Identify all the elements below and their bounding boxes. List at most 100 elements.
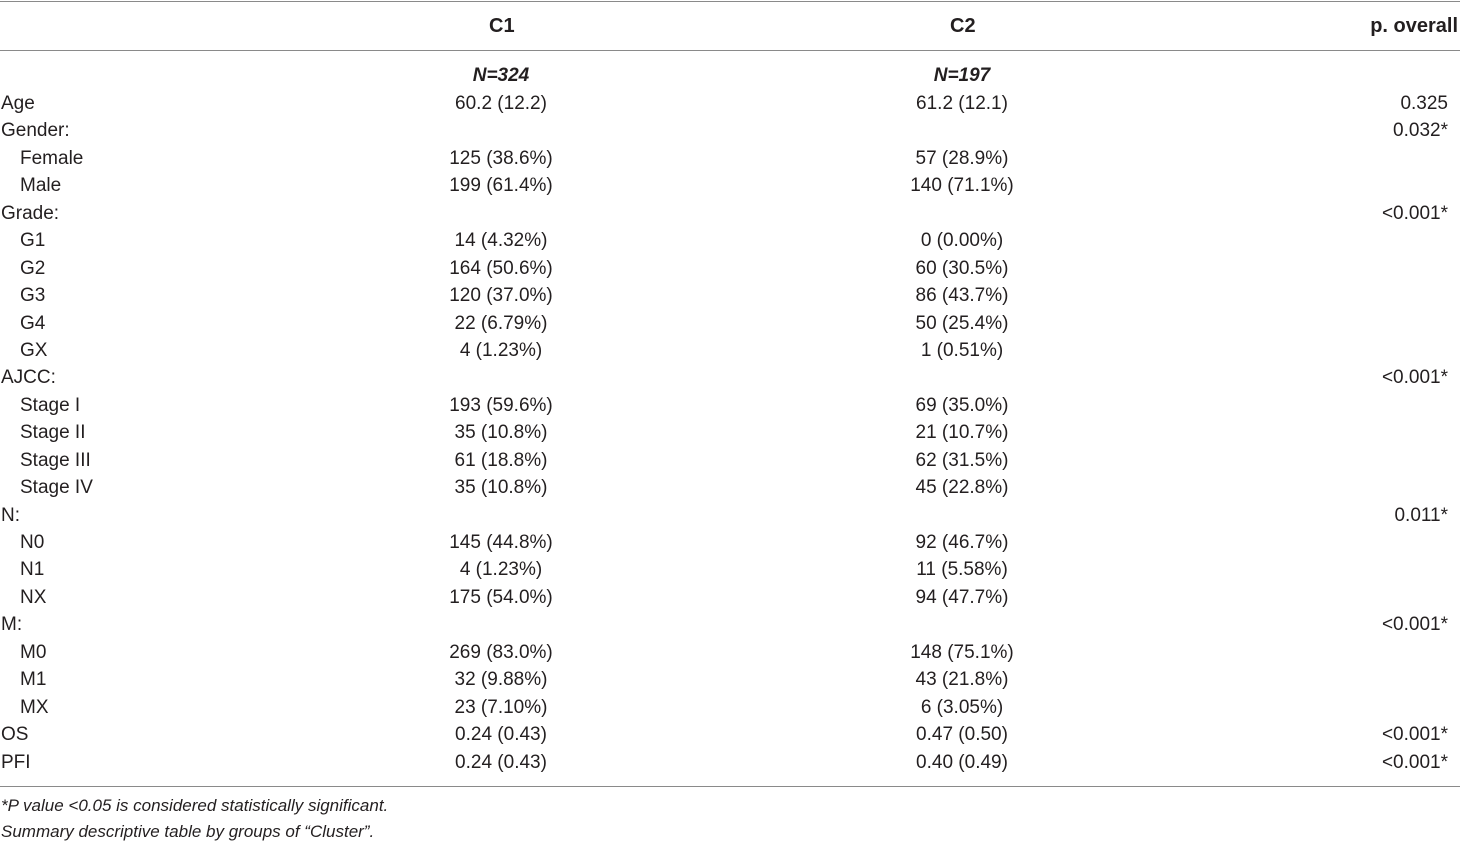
row-label: Age [1, 93, 35, 114]
c1-value: 35 (10.8%) [454, 477, 548, 499]
c1-value: 193 (59.6%) [449, 394, 553, 416]
c1-value: 23 (7.10%) [454, 696, 548, 718]
row-label: MX [20, 696, 49, 718]
c2-value: 50 (25.4%) [915, 312, 1009, 334]
c1-value: 269 (83.0%) [449, 641, 553, 663]
p-value: <0.001* [1381, 202, 1448, 224]
row-label: Gender: [1, 120, 70, 142]
c1-value: 60.2 (12.2) [455, 93, 547, 114]
table-row: Grade: <0.001* [0, 200, 1460, 227]
p-value: <0.001* [1381, 614, 1448, 636]
sample-size-c2: N=197 [933, 65, 991, 86]
p-value: <0.001* [1381, 751, 1448, 773]
c2-value: 21 (10.7%) [915, 422, 1009, 444]
c2-value: 62 (31.5%) [915, 449, 1009, 471]
row-label: PFI [1, 751, 31, 773]
c2-value: 140 (71.1%) [910, 175, 1014, 197]
p-value: 0.011* [1394, 504, 1448, 526]
table-row: Female 125 (38.6%) 57 (28.9%) [0, 145, 1460, 172]
table-row: M: <0.001* [0, 611, 1460, 638]
table-body: Age 60.2 (12.2) 61.2 (12.1) 0.325 Gender: 0.0… [0, 90, 1460, 776]
row-label: M1 [20, 669, 47, 691]
row-label: Stage I [20, 394, 81, 416]
c1-value: 4 (1.23%) [459, 559, 543, 581]
c1-value: 199 (61.4%) [449, 175, 553, 197]
c1-value: 145 (44.8%) [449, 532, 553, 553]
table-row: MX 23 (7.10%) 6 (3.05%) [0, 694, 1460, 721]
table-row: Stage IV 35 (10.8%) 45 (22.8%) [0, 474, 1460, 501]
c2-value: 57 (28.9%) [915, 147, 1009, 169]
c1-value: 4 (1.23%) [459, 339, 543, 361]
c2-value: 69 (35.0%) [915, 394, 1009, 416]
c1-value: 32 (9.88%) [454, 669, 548, 691]
table-row: Male 199 (61.4%) 140 (71.1%) [0, 172, 1460, 199]
c2-value: 61.2 (12.1) [916, 93, 1008, 114]
c1-value: 22 (6.79%) [454, 312, 548, 334]
row-label: Stage III [20, 449, 91, 471]
column-header-p-overall: p. overall [1370, 15, 1458, 37]
table-row: N1 4 (1.23%) 11 (5.58%) [0, 556, 1460, 583]
column-header-c1: C1 [489, 15, 515, 37]
table-row: Gender: 0.032* [0, 117, 1460, 144]
row-label: N0 [20, 532, 45, 553]
c2-value: 92 (46.7%) [915, 532, 1009, 553]
table-row: Stage II 35 (10.8%) 21 (10.7%) [0, 419, 1460, 446]
c2-value: 0.47 (0.50) [916, 724, 1008, 746]
c1-value: 0.24 (0.43) [455, 724, 547, 746]
c1-value: 164 (50.6%) [449, 257, 553, 279]
table-row: Stage I 193 (59.6%) 69 (35.0%) [0, 392, 1460, 419]
row-label: N: [1, 504, 20, 526]
row-label: G1 [20, 230, 46, 252]
row-label: Grade: [1, 202, 60, 224]
c2-value: 45 (22.8%) [915, 477, 1009, 499]
row-label: Female [20, 147, 84, 169]
table-row: AJCC: <0.001* [0, 364, 1460, 391]
summary-footnote: Summary descriptive table by groups of “… [1, 822, 375, 841]
column-header-c2: C2 [950, 15, 976, 37]
row-label: Male [20, 175, 62, 197]
row-label: N1 [20, 559, 45, 581]
table-row: GX 4 (1.23%) 1 (0.51%) [0, 337, 1460, 364]
table-row: OS 0.24 (0.43) 0.47 (0.50) <0.001* [0, 721, 1460, 748]
table-row: G2 164 (50.6%) 60 (30.5%) [0, 255, 1460, 282]
table-row: N: 0.011* [0, 502, 1460, 529]
c2-value: 43 (21.8%) [915, 669, 1009, 691]
p-value: 0.325 [1400, 93, 1448, 114]
c1-value: 14 (4.32%) [454, 230, 548, 252]
c2-value: 11 (5.58%) [916, 559, 1008, 581]
sample-size-c1: N=324 [472, 65, 530, 86]
row-label: NX [20, 586, 47, 608]
row-label: Stage II [20, 422, 86, 444]
c2-value: 86 (43.7%) [915, 285, 1009, 307]
row-label: AJCC: [1, 367, 56, 389]
table-top-rule [0, 1, 1460, 2]
c1-value: 120 (37.0%) [449, 285, 553, 307]
c2-value: 60 (30.5%) [915, 257, 1009, 279]
c2-value: 0 (0.00%) [920, 230, 1004, 252]
p-value: <0.001* [1381, 367, 1448, 389]
table-bottom-rule [0, 786, 1460, 787]
p-value: 0.032* [1393, 120, 1448, 142]
c1-value: 175 (54.0%) [449, 586, 553, 608]
c1-value: 61 (18.8%) [454, 449, 548, 471]
c2-value: 6 (3.05%) [920, 696, 1004, 718]
row-label: G3 [20, 285, 46, 307]
table-row: G4 22 (6.79%) 50 (25.4%) [0, 310, 1460, 337]
row-label: G4 [20, 312, 46, 334]
table-row: G1 14 (4.32%) 0 (0.00%) [0, 227, 1460, 254]
table-row: Stage III 61 (18.8%) 62 (31.5%) [0, 447, 1460, 474]
table-row: M1 32 (9.88%) 43 (21.8%) [0, 666, 1460, 693]
table-row: N0 145 (44.8%) 92 (46.7%) [0, 529, 1460, 556]
c2-value: 94 (47.7%) [915, 586, 1009, 608]
table-row: NX 175 (54.0%) 94 (47.7%) [0, 584, 1460, 611]
p-value: <0.001* [1381, 724, 1448, 746]
row-label: Stage IV [20, 477, 93, 499]
row-label: GX [20, 339, 48, 361]
significance-footnote: *P value <0.05 is considered statistical… [1, 796, 389, 815]
row-label: M0 [20, 641, 47, 663]
c2-value: 0.40 (0.49) [916, 751, 1008, 773]
table-row: G3 120 (37.0%) 86 (43.7%) [0, 282, 1460, 309]
row-label: M: [1, 614, 23, 636]
row-label: G2 [20, 257, 46, 279]
table-row: Age 60.2 (12.2) 61.2 (12.1) 0.325 [0, 90, 1460, 117]
